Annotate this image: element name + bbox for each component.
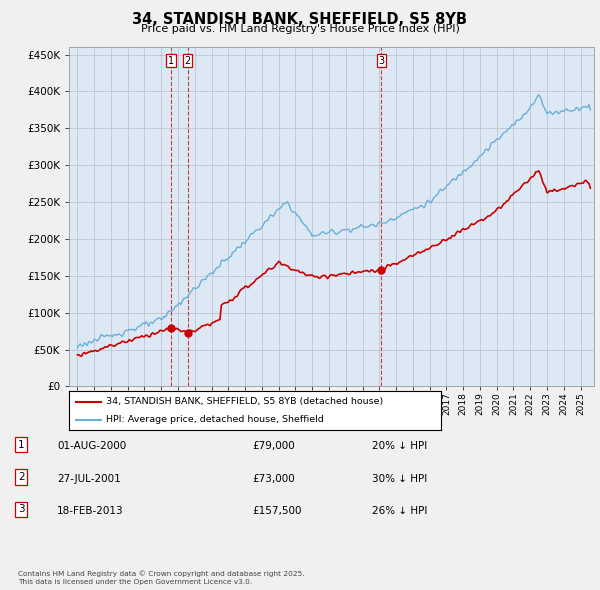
Text: HPI: Average price, detached house, Sheffield: HPI: Average price, detached house, Shef… bbox=[106, 415, 324, 424]
Text: 2: 2 bbox=[184, 55, 191, 65]
Text: 1: 1 bbox=[18, 440, 25, 450]
Text: 34, STANDISH BANK, SHEFFIELD, S5 8YB: 34, STANDISH BANK, SHEFFIELD, S5 8YB bbox=[133, 12, 467, 27]
Text: 20% ↓ HPI: 20% ↓ HPI bbox=[372, 441, 427, 451]
Text: 30% ↓ HPI: 30% ↓ HPI bbox=[372, 474, 427, 484]
Text: £157,500: £157,500 bbox=[252, 506, 302, 516]
Text: 2: 2 bbox=[18, 472, 25, 482]
Text: £73,000: £73,000 bbox=[252, 474, 295, 484]
Text: 18-FEB-2013: 18-FEB-2013 bbox=[57, 506, 124, 516]
Text: 34, STANDISH BANK, SHEFFIELD, S5 8YB (detached house): 34, STANDISH BANK, SHEFFIELD, S5 8YB (de… bbox=[106, 397, 383, 406]
Text: 27-JUL-2001: 27-JUL-2001 bbox=[57, 474, 121, 484]
Text: 26% ↓ HPI: 26% ↓ HPI bbox=[372, 506, 427, 516]
Text: 3: 3 bbox=[18, 504, 25, 514]
Text: Price paid vs. HM Land Registry's House Price Index (HPI): Price paid vs. HM Land Registry's House … bbox=[140, 24, 460, 34]
Text: 1: 1 bbox=[168, 55, 174, 65]
Text: 01-AUG-2000: 01-AUG-2000 bbox=[57, 441, 126, 451]
Text: 3: 3 bbox=[378, 55, 385, 65]
Text: £79,000: £79,000 bbox=[252, 441, 295, 451]
Text: Contains HM Land Registry data © Crown copyright and database right 2025.
This d: Contains HM Land Registry data © Crown c… bbox=[18, 571, 305, 585]
